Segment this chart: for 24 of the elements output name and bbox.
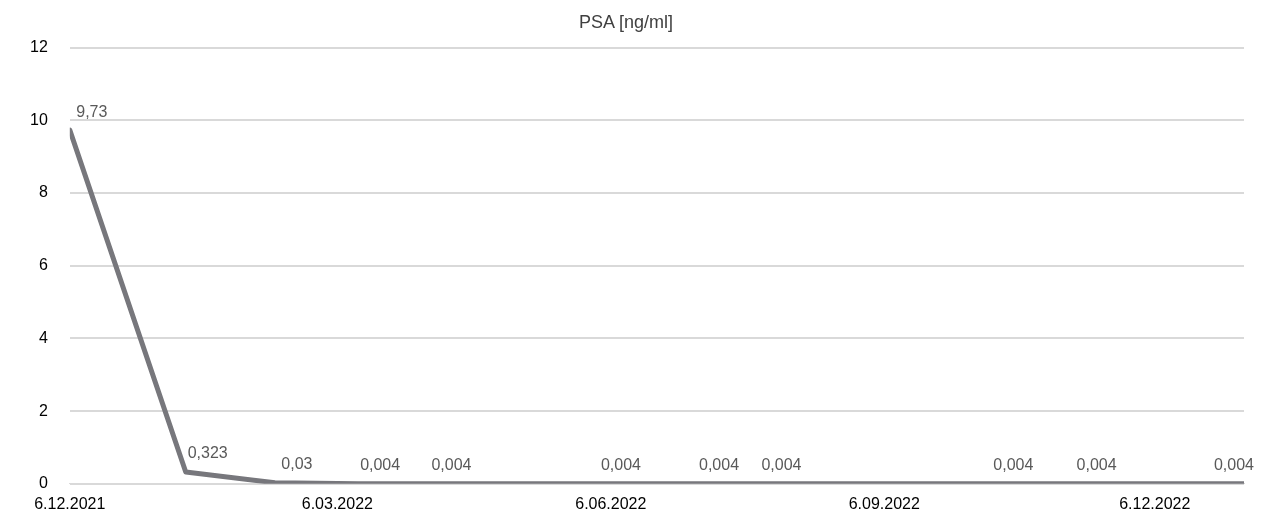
y-tick-label: 4 [38, 328, 48, 346]
y-tick-label: 8 [38, 183, 48, 201]
x-tick-label: 6.12.2022 [1119, 494, 1191, 512]
x-tick-label: 6.06.2022 [575, 494, 647, 512]
x-tick-label: 6.09.2022 [848, 494, 920, 512]
data-label: 0,004 [761, 456, 802, 474]
data-label: 0,004 [699, 456, 740, 474]
data-label: 9,73 [76, 102, 108, 120]
x-tick-label: 6.03.2022 [301, 494, 374, 512]
data-label: 0,004 [1213, 456, 1255, 474]
data-label: 0,004 [1076, 456, 1117, 474]
data-label: 0,323 [187, 444, 228, 462]
y-tick-label: 12 [30, 38, 48, 56]
y-tick-label: 6 [38, 256, 48, 274]
data-label: 0,03 [281, 455, 313, 473]
data-label: 0,004 [993, 456, 1034, 474]
y-tick-label: 2 [38, 401, 48, 419]
data-label: 0,004 [431, 456, 472, 474]
chart-title: PSA [ng/ml] [578, 11, 674, 32]
x-tick-label: 6.12.2021 [34, 494, 106, 512]
y-tick-label: 0 [38, 474, 48, 492]
data-label: 0,004 [600, 456, 642, 474]
y-tick-label: 10 [30, 110, 48, 128]
data-label: 0,004 [360, 456, 401, 474]
